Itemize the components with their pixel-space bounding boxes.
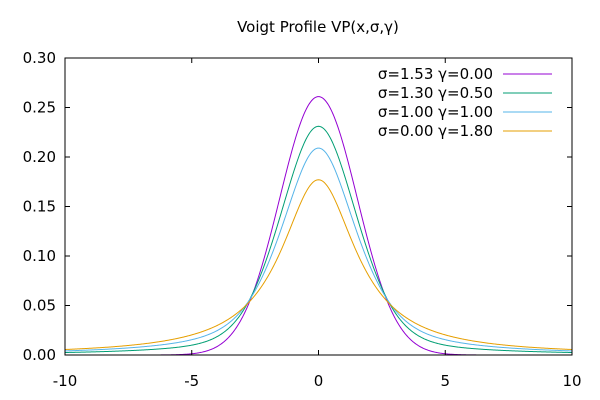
series-line-3 [65,147,572,352]
x-tick-label: 10 [562,372,581,390]
x-tick-label: 5 [440,372,450,390]
legend-label-4: σ=0.00 γ=1.80 [378,122,493,140]
series-line-2 [65,125,572,354]
y-tick-label: 0.30 [23,49,56,67]
legend-label-3: σ=1.00 γ=1.00 [378,103,493,121]
y-tick-label: 0.25 [23,99,56,117]
y-tick-label: 0.05 [23,297,56,315]
series-line-1 [65,96,572,355]
y-tick-label: 0.15 [23,198,56,216]
legend-label-2: σ=1.30 γ=0.50 [378,84,493,102]
legend: σ=1.53 γ=0.00σ=1.30 γ=0.50σ=1.00 γ=1.00σ… [378,65,552,140]
plot-frame [64,57,573,356]
x-tick-label: 0 [314,372,324,390]
chart-title: Voigt Profile VP(x,σ,γ) [237,18,399,36]
y-tick-label: 0.00 [23,346,56,364]
series-line-4 [65,179,572,350]
axes: -10 -5 0 5 10 0.00 0.05 0.10 0.15 0.20 0.25 0.30 [23,49,582,390]
y-tick-label: 0.10 [23,247,56,265]
y-tick-label: 0.20 [23,148,56,166]
legend-label-1: σ=1.53 γ=0.00 [378,65,493,83]
x-tick-label: -10 [53,372,78,390]
x-tick-label: -5 [184,372,199,390]
plot-area [65,96,572,355]
